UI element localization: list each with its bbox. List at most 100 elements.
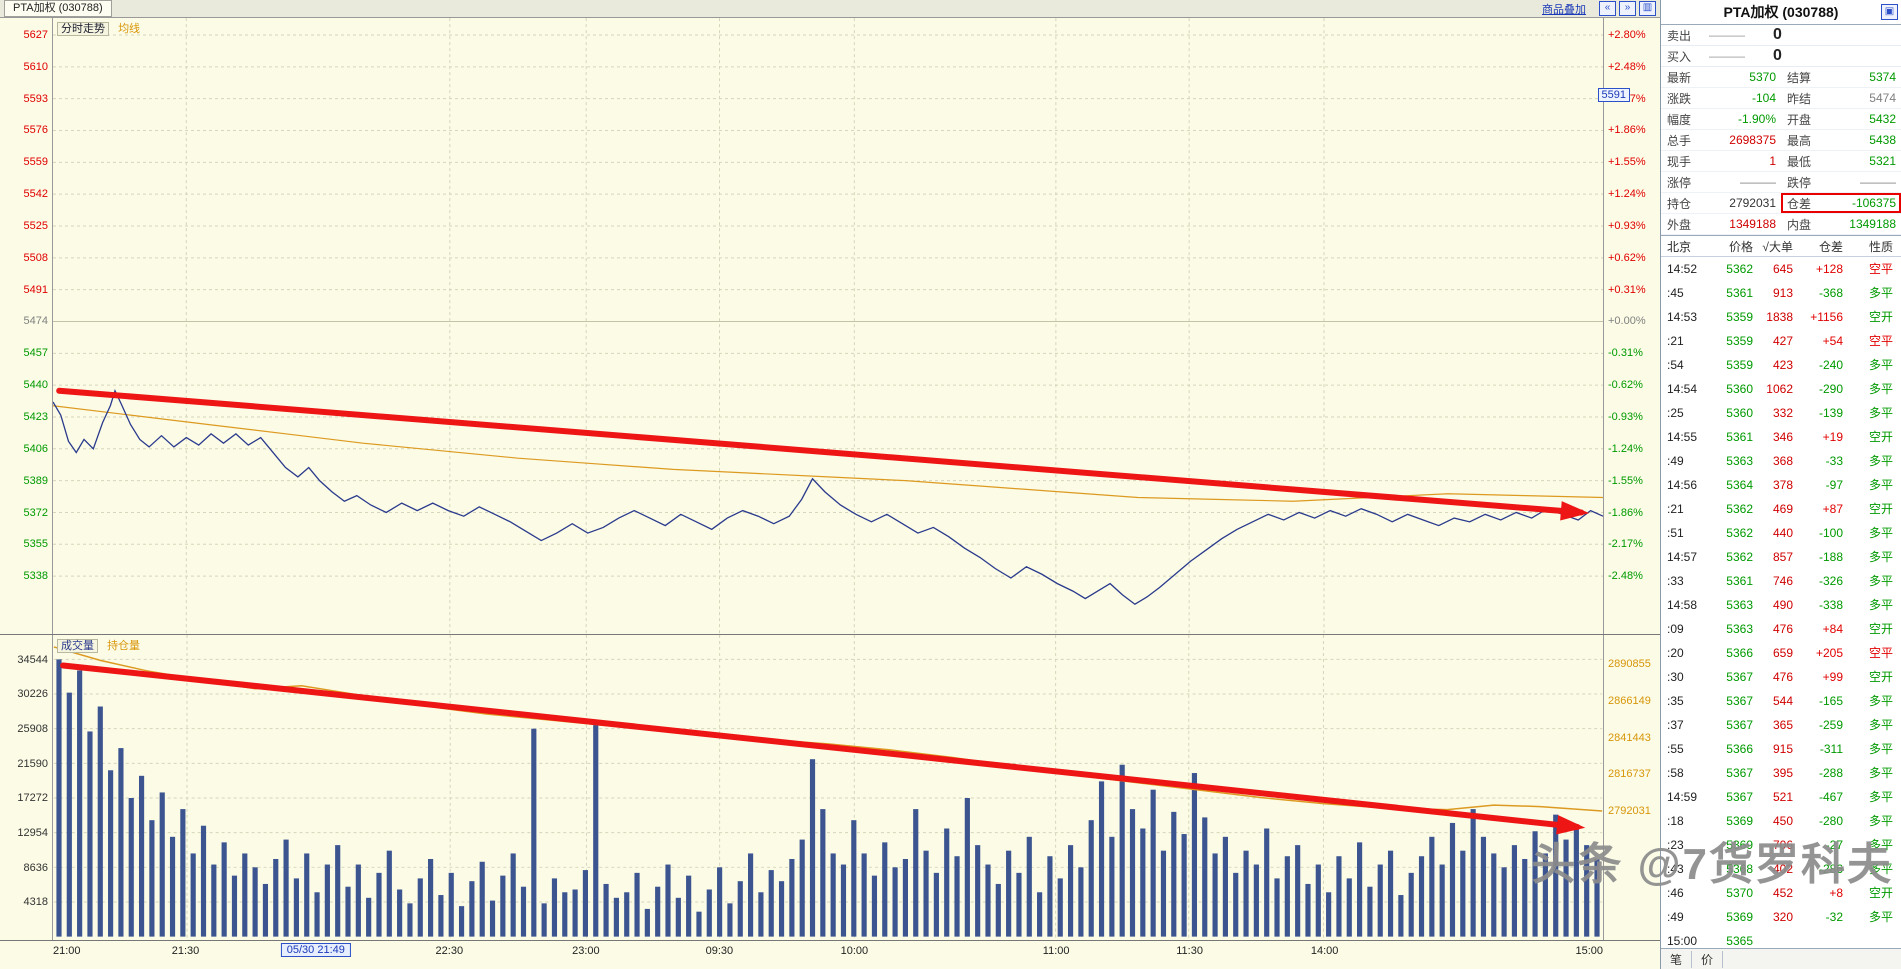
- quote-row: 外盘 1349188 内盘 1349188: [1661, 214, 1901, 235]
- quote-field-value: 5438: [1869, 133, 1896, 147]
- quote-field-label: 总手: [1667, 133, 1692, 148]
- chart-title-tab[interactable]: PTA加权 (030788): [4, 0, 112, 17]
- tick-oi-change: -326: [1818, 574, 1843, 588]
- price-axis-label: 5508: [23, 251, 48, 264]
- price-axis-label: 5338: [23, 570, 48, 583]
- time-cursor-box: 05/30 21:49: [280, 943, 351, 958]
- quote-panel-header: PTA加权 (030788) ▣: [1661, 0, 1901, 25]
- quote-row: 现手 1 最低 5321: [1661, 151, 1901, 172]
- tick-time: :46: [1667, 886, 1684, 900]
- price-axis-label: 5627: [23, 28, 48, 41]
- tick-price: 5362: [1726, 502, 1753, 516]
- tick-oi-change: -32: [1825, 910, 1843, 924]
- tick-time: 15:00: [1667, 934, 1698, 948]
- quote-field-label: 结算: [1787, 70, 1812, 85]
- quote-cell-left: 外盘 1349188: [1661, 214, 1781, 234]
- bid-price: ———: [1709, 49, 1745, 63]
- zoom-out-icon[interactable]: «: [1599, 1, 1616, 16]
- tick-row: 14:57 5362 857 -188 多平: [1661, 545, 1901, 569]
- tick-nature: 多平: [1868, 478, 1893, 492]
- quote-cell-left: 总手 2698375: [1661, 130, 1781, 150]
- price-axis-label: 5440: [23, 379, 48, 392]
- tick-oi-change: -338: [1818, 598, 1843, 612]
- zoom-in-icon[interactable]: »: [1619, 1, 1636, 16]
- panel-menu-icon[interactable]: ▣: [1881, 4, 1898, 20]
- tick-time: :21: [1667, 334, 1684, 348]
- time-axis: 21:00 21:30 22:30 23:00 09:30 10:00 11:00 11:30…: [0, 940, 1660, 969]
- tick-oi-change: -33: [1825, 454, 1843, 468]
- ask-row: 卖出 ——— 0: [1661, 25, 1901, 46]
- tick-row: :54 5359 423 -240 多平: [1661, 353, 1901, 377]
- panel-bottom-tabs: 笔 价: [1661, 948, 1901, 969]
- tick-lot: 368: [1772, 454, 1793, 468]
- percent-axis-label: -2.17%: [1608, 538, 1643, 551]
- quote-field-value: 5474: [1869, 91, 1896, 105]
- layout-icon[interactable]: ▥: [1639, 1, 1656, 16]
- quote-field-value: -106375: [1851, 196, 1896, 210]
- tick-nature: 空开: [1868, 886, 1893, 900]
- price-axis: 5627 5610 5593 5576 5559 5542 5525 5508 5491 5474…: [0, 18, 52, 634]
- tick-price: 5362: [1726, 526, 1753, 540]
- percent-axis-label: +0.31%: [1608, 283, 1646, 296]
- time-axis-label: 21:00: [53, 945, 81, 958]
- tick-price: 5369: [1726, 814, 1753, 828]
- tick-price: 5361: [1726, 430, 1753, 444]
- quote-cell-left: 幅度 -1.90%: [1661, 109, 1781, 129]
- ask-price: ———: [1709, 28, 1745, 42]
- chart-section: PTA加权 (030788) 商品叠加 « » ▥ 5627 5610 5593 55…: [0, 0, 1660, 969]
- tick-lot: 346: [1772, 430, 1793, 444]
- tab-tick[interactable]: 笔: [1661, 950, 1692, 968]
- tick-nature: 多平: [1868, 718, 1893, 732]
- time-axis-label: 15:00: [1575, 945, 1603, 958]
- tick-list[interactable]: 14:52 5362 645 +128 空平:45 5361 913 -368 多平 14:53 5…: [1661, 257, 1901, 948]
- tick-oi-change: -286: [1818, 862, 1843, 876]
- percent-axis-label: +1.24%: [1608, 188, 1646, 201]
- quote-field-value: 5370: [1749, 70, 1776, 84]
- tick-time: :58: [1667, 766, 1684, 780]
- tick-time: :45: [1667, 286, 1684, 300]
- time-axis-label: 21:30: [171, 945, 200, 958]
- commodity-overlay-link[interactable]: 商品叠加: [1542, 3, 1586, 16]
- topbar-tools: 商品叠加 « » ▥: [1542, 1, 1656, 17]
- tick-lot: 746: [1772, 574, 1793, 588]
- tick-oi-change: -467: [1818, 790, 1843, 804]
- tick-lot: 913: [1772, 286, 1793, 300]
- tick-row: :49 5363 368 -33 多平: [1661, 449, 1901, 473]
- tick-price: 5367: [1726, 718, 1753, 732]
- volume-axis-label: 8636: [23, 861, 48, 874]
- quote-field-value: -104: [1751, 91, 1776, 105]
- tick-price: 5366: [1726, 742, 1753, 756]
- intraday-plot[interactable]: 分时走势 均线: [52, 18, 1604, 635]
- tick-row: :55 5366 915 -311 多平: [1661, 737, 1901, 761]
- quote-field-label: 涨跌: [1667, 91, 1692, 106]
- tick-nature: 空开: [1868, 310, 1893, 324]
- intraday-pane-labels: 分时走势 均线: [57, 20, 140, 36]
- tick-header-cell: √大单: [1762, 239, 1793, 254]
- tick-time: 14:56: [1667, 478, 1698, 492]
- volume-plot[interactable]: 成交量 持仓量: [52, 635, 1604, 941]
- bid-volume: 0: [1773, 47, 1782, 64]
- tick-nature: 多平: [1868, 382, 1893, 396]
- quote-cell-right: 结算 5374: [1781, 67, 1901, 87]
- tick-lot: 427: [1772, 334, 1793, 348]
- quote-row: 总手 2698375 最高 5438: [1661, 130, 1901, 151]
- tick-row: 14:58 5363 490 -338 多平: [1661, 593, 1901, 617]
- tab-price[interactable]: 价: [1692, 950, 1723, 968]
- tick-oi-change: -288: [1818, 766, 1843, 780]
- volume-axis-label: 30226: [17, 688, 48, 701]
- tick-oi-change: +1156: [1810, 310, 1843, 324]
- quote-field-value: 5374: [1869, 70, 1896, 84]
- tick-price: 5363: [1726, 454, 1753, 468]
- tick-row: :18 5369 450 -280 多平: [1661, 809, 1901, 833]
- tick-nature: 多平: [1868, 526, 1893, 540]
- tick-oi-change: -100: [1818, 526, 1843, 540]
- tick-lot: 365: [1772, 718, 1793, 732]
- tick-row: :21 5362 469 +87 空开: [1661, 497, 1901, 521]
- percent-axis-label: +2.48%: [1608, 60, 1646, 73]
- open-interest-axis-label: 2890855: [1608, 657, 1651, 670]
- tick-lot: 440: [1772, 526, 1793, 540]
- tick-time: :30: [1667, 670, 1684, 684]
- tick-time: 14:59: [1667, 790, 1698, 804]
- price-axis-label: 5423: [23, 411, 48, 424]
- tick-time: 14:54: [1667, 382, 1698, 396]
